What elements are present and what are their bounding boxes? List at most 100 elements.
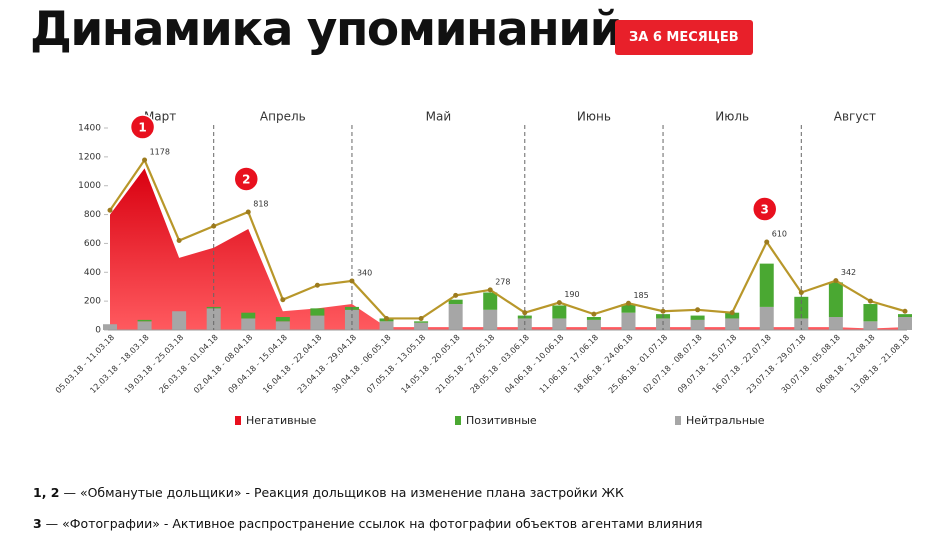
x-tick-label: 16.04.18 - 22.04.18 <box>261 333 323 395</box>
month-label: Июль <box>715 110 749 124</box>
bar <box>103 324 117 330</box>
bar <box>828 282 843 318</box>
x-tick-label: 30.07.18 - 05.08.18 <box>780 333 842 395</box>
bar <box>137 321 152 330</box>
data-label: 340 <box>357 268 372 277</box>
month-label: Июнь <box>577 110 611 124</box>
x-tick-label: 02.04.18 - 08.04.18 <box>192 333 254 395</box>
total-point <box>418 315 424 321</box>
x-tick-label: 06.08.18 - 12.08.18 <box>814 333 876 395</box>
data-label: 342 <box>841 268 856 277</box>
total-point <box>211 223 217 229</box>
x-tick-label: 30.04.18 - 06.05.18 <box>330 333 392 395</box>
x-tick-label: 18.06.18 - 24.06.18 <box>572 333 634 395</box>
bar <box>172 311 187 330</box>
x-tick-label: 23.04.18 - 29.04.18 <box>296 333 358 395</box>
bar <box>414 322 429 330</box>
bar <box>483 309 498 330</box>
bar <box>137 319 152 322</box>
legend-swatch <box>235 416 241 425</box>
total-point <box>867 298 873 304</box>
legend-label: Нейтральные <box>686 414 765 427</box>
period-badge: ЗА 6 МЕСЯЦЕВ <box>615 20 753 55</box>
total-point <box>902 308 908 314</box>
x-tick-label: 14.05.18 - 20.05.18 <box>399 333 461 395</box>
x-tick-label: 09.04.18 - 15.04.18 <box>227 333 289 395</box>
total-point <box>764 239 770 245</box>
callout-circle <box>233 166 260 192</box>
bar <box>586 319 601 330</box>
total-point <box>798 289 804 295</box>
bar <box>621 312 636 330</box>
y-tick-label: 1400 <box>78 124 101 134</box>
bar <box>621 304 636 313</box>
legend-label: Негативные <box>246 414 316 427</box>
bar <box>586 317 601 320</box>
total-point <box>349 278 355 284</box>
bar <box>275 321 290 330</box>
x-tick-label: 26.03.18 - 01.04.18 <box>157 333 219 395</box>
y-tick-label: 800 <box>84 210 101 220</box>
note-ref: 3 <box>33 516 42 531</box>
bar <box>241 318 256 330</box>
bar <box>759 306 774 330</box>
bar <box>552 305 567 319</box>
bar <box>310 308 325 316</box>
x-tick-label: 02.07.18 - 08.07.18 <box>641 333 703 395</box>
total-point <box>280 297 286 303</box>
x-tick-label: 21.05.18 - 27.05.18 <box>434 333 496 395</box>
bar <box>828 317 843 330</box>
bar <box>725 312 740 319</box>
x-tick-label: 11.06.18 - 17.06.18 <box>538 333 600 395</box>
bar <box>448 299 463 305</box>
total-point <box>625 300 631 306</box>
callout-label: 3 <box>761 202 769 216</box>
bar <box>483 292 498 310</box>
total-point <box>695 307 701 313</box>
month-label: Август <box>834 110 876 124</box>
y-tick-label: 200 <box>84 297 101 307</box>
callout-circle <box>129 114 156 140</box>
note: 1, 2 — «Обманутые дольщики» - Реакция до… <box>33 485 624 500</box>
bar <box>898 317 912 330</box>
x-tick-label: 05.03.18 - 11.03.18 <box>54 333 116 395</box>
bar <box>690 315 705 320</box>
x-tick-label: 19.03.18 - 25.03.18 <box>123 333 185 395</box>
data-label: 818 <box>253 199 268 208</box>
month-label: Апрель <box>260 110 306 124</box>
total-point <box>314 282 320 288</box>
total-point <box>660 308 666 314</box>
total-point <box>245 209 251 215</box>
total-point <box>176 238 182 244</box>
note: 3 — «Фотографии» - Активное распростране… <box>33 516 702 531</box>
total-point <box>591 311 597 317</box>
x-tick-label: 12.03.18 - 18.03.18 <box>88 333 150 395</box>
note-text: — «Фотографии» - Активное распространени… <box>41 516 703 531</box>
data-label: 185 <box>633 291 648 300</box>
bar <box>448 304 463 330</box>
page-title: Динамика упоминаний <box>30 2 623 57</box>
total-line <box>109 157 906 320</box>
bar <box>414 321 429 323</box>
x-tick-label: 07.05.18 - 13.05.18 <box>365 333 427 395</box>
legend-label: Позитивные <box>466 414 537 427</box>
data-label: 610 <box>772 229 787 238</box>
y-tick-label: 1200 <box>78 152 101 162</box>
negative-area <box>110 168 905 330</box>
total-point <box>556 300 562 306</box>
total-point <box>833 278 839 284</box>
note-ref: 1, 2 <box>33 485 60 500</box>
total-point <box>729 310 735 316</box>
bar <box>241 312 256 319</box>
bar <box>759 263 774 307</box>
legend-swatch <box>455 416 461 425</box>
month-label: Май <box>426 110 452 124</box>
callout-label: 2 <box>242 172 250 186</box>
bar <box>863 304 878 322</box>
bar <box>379 321 394 330</box>
bar <box>898 314 912 318</box>
bar <box>725 318 740 330</box>
total-point <box>142 157 148 163</box>
bar <box>275 317 290 322</box>
